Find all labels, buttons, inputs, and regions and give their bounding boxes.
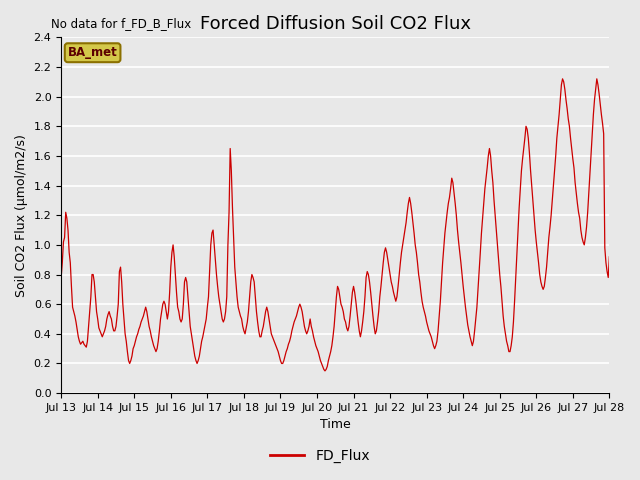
Text: BA_met: BA_met xyxy=(68,46,118,59)
X-axis label: Time: Time xyxy=(320,419,351,432)
Y-axis label: Soil CO2 Flux (μmol/m2/s): Soil CO2 Flux (μmol/m2/s) xyxy=(15,134,28,297)
Title: Forced Diffusion Soil CO2 Flux: Forced Diffusion Soil CO2 Flux xyxy=(200,15,471,33)
Legend: FD_Flux: FD_Flux xyxy=(264,443,376,468)
Text: No data for f_FD_B_Flux: No data for f_FD_B_Flux xyxy=(51,17,191,30)
